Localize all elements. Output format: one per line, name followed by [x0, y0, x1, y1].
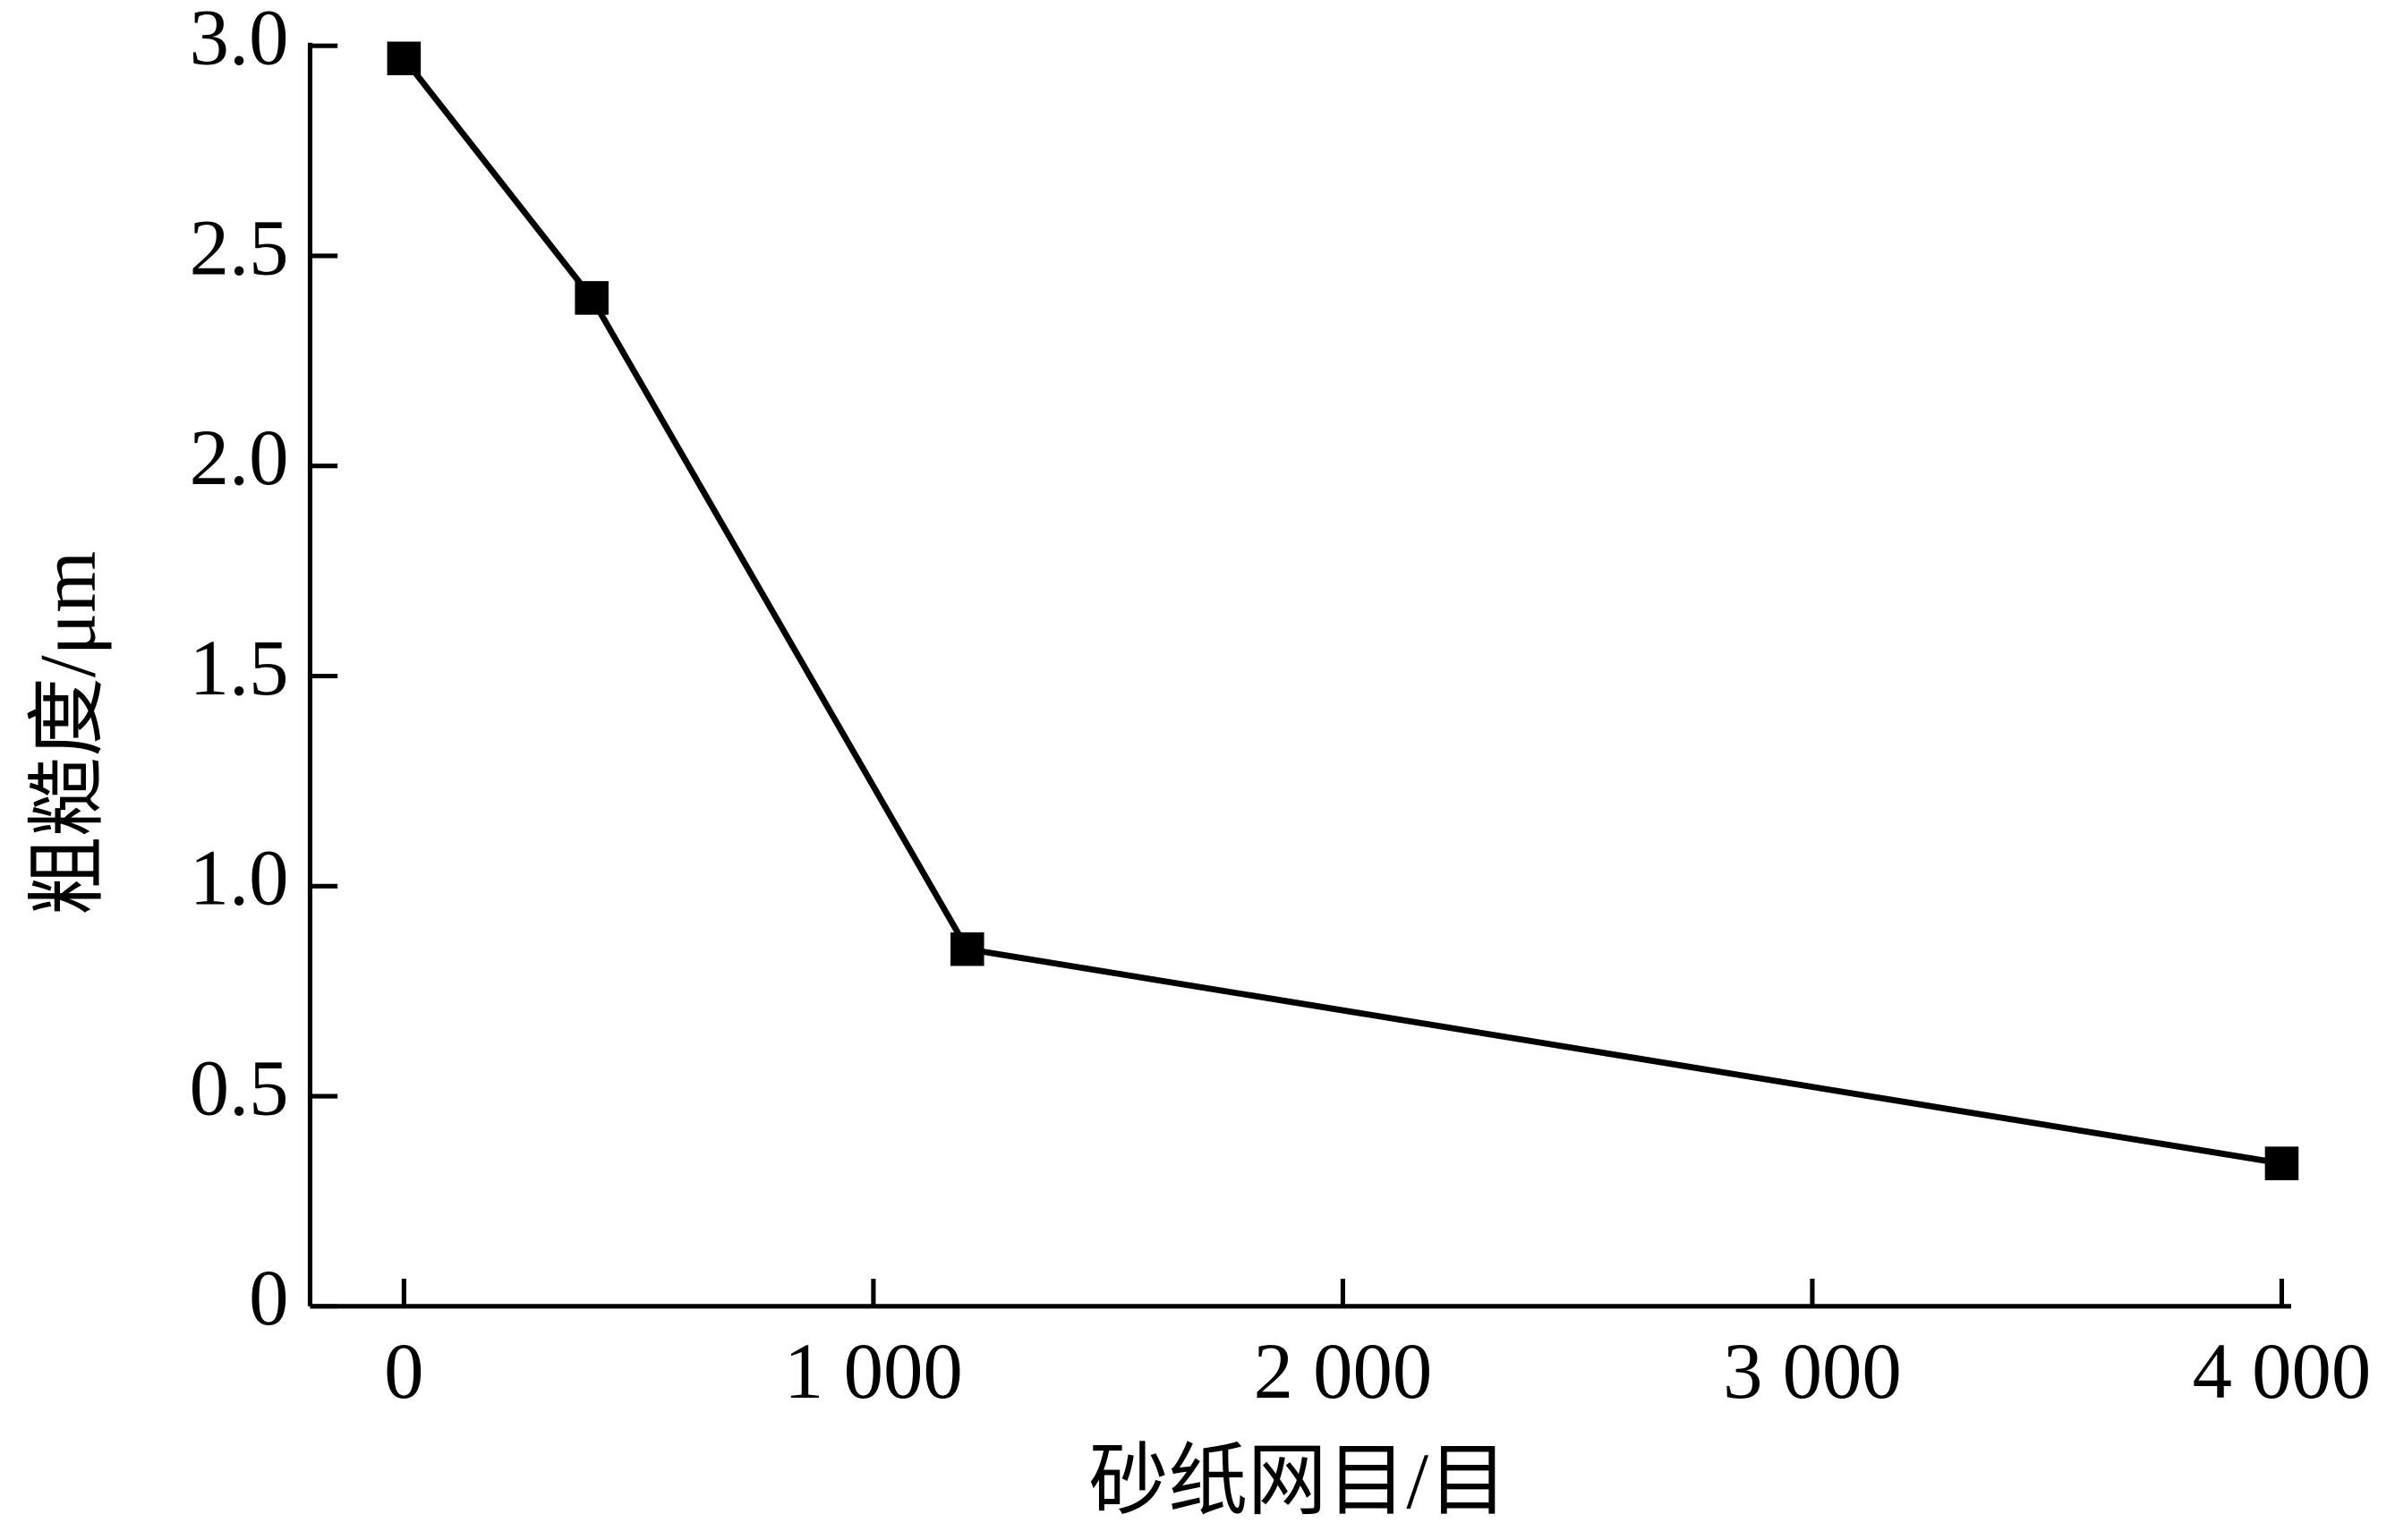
x-tick-label: 1 000: [784, 1328, 963, 1416]
y-tick-label: 2.0: [190, 414, 289, 502]
marker: [2264, 1146, 2299, 1180]
x-tick-label: 2 000: [1254, 1328, 1433, 1416]
y-tick-label: 1.5: [190, 625, 289, 712]
y-tick-label: 0: [249, 1255, 288, 1342]
line: [401, 56, 2283, 1167]
marker: [387, 41, 422, 76]
y-tick-label: 2.5: [190, 204, 289, 292]
y-tick-label: 3.0: [190, 0, 289, 82]
x-axis-label: 砂纸网目/目: [1088, 1438, 1507, 1526]
marker: [950, 932, 984, 966]
y-axis-label: 粗糙度/μm: [25, 551, 113, 916]
y-tick-label: 1.0: [190, 835, 289, 923]
x-tick-label: 3 000: [1723, 1328, 1902, 1416]
x-tick-label: 0: [384, 1328, 423, 1416]
x-tick-label: 4 000: [2193, 1328, 2372, 1416]
marker: [575, 281, 609, 315]
y-tick-label: 0.5: [190, 1044, 289, 1132]
